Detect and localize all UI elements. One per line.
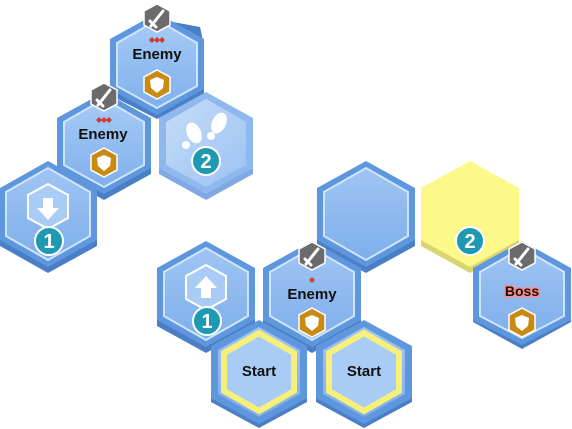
- sword-icon: [509, 242, 535, 270]
- step-count-badge: 1: [193, 307, 221, 335]
- shield-icon: [299, 308, 325, 337]
- tile-label: Enemy: [132, 46, 182, 63]
- svg-text:2: 2: [200, 151, 211, 173]
- tile-label: Enemy: [78, 126, 128, 143]
- step-count-badge: 1: [35, 227, 63, 255]
- tile-label: Enemy: [287, 286, 337, 303]
- step-count-badge: 2: [192, 147, 220, 175]
- shield-icon: [144, 70, 170, 99]
- step-count-badge: 2: [456, 227, 484, 255]
- sword-icon: [91, 83, 117, 111]
- threat-marker-icon: [149, 37, 165, 43]
- sword-icon: [144, 4, 170, 32]
- tile-label: Boss: [505, 283, 539, 299]
- shield-icon: [91, 148, 117, 177]
- shield-icon: [509, 308, 535, 337]
- start-label: Start: [347, 363, 381, 380]
- sword-icon: [299, 242, 325, 270]
- start-label: Start: [242, 363, 276, 380]
- svg-text:1: 1: [43, 231, 54, 253]
- svg-text:1: 1: [201, 311, 212, 333]
- threat-marker-icon: [96, 117, 112, 123]
- svg-text:2: 2: [464, 231, 475, 253]
